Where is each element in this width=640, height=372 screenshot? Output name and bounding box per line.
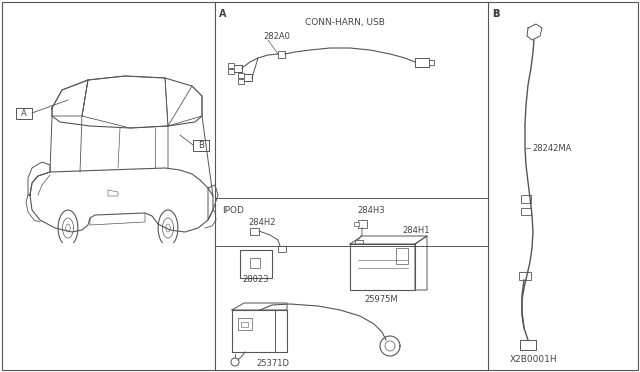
- Bar: [519, 272, 531, 280]
- Text: 282A0: 282A0: [263, 32, 290, 41]
- Bar: [238, 79, 244, 84]
- Bar: [429, 60, 434, 65]
- Text: B: B: [492, 9, 499, 19]
- Bar: [354, 222, 359, 226]
- Text: 25975M: 25975M: [364, 295, 397, 305]
- Text: 284H2: 284H2: [248, 218, 275, 227]
- Text: B: B: [492, 9, 499, 19]
- Text: A: A: [219, 9, 227, 19]
- Bar: [278, 51, 285, 58]
- Bar: [16, 108, 32, 119]
- Bar: [278, 246, 286, 252]
- Bar: [520, 340, 536, 350]
- Bar: [232, 310, 287, 352]
- Text: 284H3: 284H3: [357, 205, 385, 215]
- Bar: [355, 240, 363, 246]
- Bar: [241, 322, 248, 327]
- Text: 28242MA: 28242MA: [532, 144, 572, 153]
- Bar: [193, 140, 209, 151]
- Bar: [228, 69, 234, 74]
- Bar: [232, 65, 242, 72]
- Bar: [242, 74, 252, 81]
- Bar: [238, 318, 252, 330]
- Text: 28023: 28023: [242, 276, 269, 285]
- Text: X2B0001H: X2B0001H: [510, 356, 557, 365]
- Text: 284H1: 284H1: [402, 225, 429, 234]
- Bar: [240, 250, 272, 278]
- Bar: [521, 195, 531, 203]
- Bar: [238, 73, 244, 78]
- Bar: [521, 208, 531, 215]
- Text: CONN-HARN, USB: CONN-HARN, USB: [305, 17, 385, 26]
- Bar: [250, 228, 259, 235]
- Bar: [250, 258, 260, 268]
- Text: B: B: [198, 141, 204, 150]
- Text: IPOD: IPOD: [222, 205, 244, 215]
- Text: A: A: [21, 109, 27, 118]
- Bar: [228, 63, 234, 68]
- Bar: [415, 58, 429, 67]
- Bar: [396, 248, 408, 264]
- Bar: [358, 220, 367, 228]
- Bar: [350, 244, 415, 290]
- Text: 25371D: 25371D: [256, 359, 289, 369]
